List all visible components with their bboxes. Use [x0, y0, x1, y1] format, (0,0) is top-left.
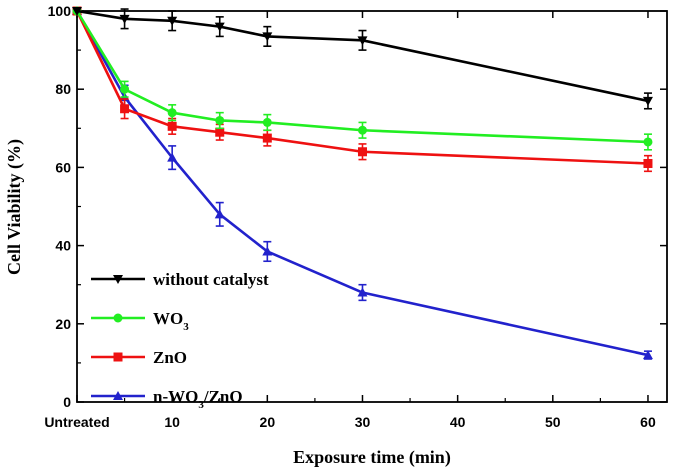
legend-label-subscript: 3 [198, 399, 204, 411]
legend-label: WO3 [153, 309, 189, 333]
legend-item: without catalyst [91, 270, 269, 289]
data-point [357, 36, 368, 46]
data-point [120, 104, 130, 114]
legend-label-main: without catalyst [153, 270, 269, 289]
x-tick-label: 30 [355, 414, 371, 430]
legend-item: WO3 [91, 309, 189, 333]
legend-marker [113, 391, 123, 400]
legend-label-subscript: 3 [183, 321, 189, 333]
legend-label-main: ZnO [153, 348, 187, 367]
series-1 [72, 6, 653, 151]
legend-marker [113, 313, 123, 323]
x-tick-label: 60 [640, 414, 656, 430]
legend-label: without catalyst [153, 270, 269, 289]
legend-label-main: n-WO [153, 387, 198, 406]
legend-label-main: WO [153, 309, 183, 328]
series-layer [72, 6, 653, 360]
y-tick-label: 60 [55, 159, 71, 175]
data-point [214, 209, 225, 219]
data-point [357, 125, 367, 135]
y-tick-label: 100 [48, 3, 72, 19]
data-point [215, 115, 225, 125]
legend-label: ZnO [153, 348, 187, 367]
data-point [357, 147, 367, 157]
data-point [167, 152, 178, 162]
data-point [119, 14, 130, 24]
x-axis-ticks: Untreated 10 20 30 40 50 60 [44, 11, 656, 430]
y-tick-label: 40 [55, 238, 71, 254]
data-point [167, 108, 177, 118]
y-axis-title: Cell Viability (%) [4, 139, 25, 275]
data-point [120, 84, 130, 94]
data-point [214, 22, 225, 32]
data-point [262, 246, 273, 256]
legend-item: n-WO3/ZnO [91, 387, 243, 411]
x-tick-label: 10 [164, 414, 180, 430]
series-3 [72, 6, 653, 360]
plot-frame [76, 10, 668, 403]
y-axis-ticks: 0 20 40 60 80 100 [48, 3, 667, 410]
legend-label-tail: /ZnO [203, 387, 243, 406]
y-tick-label: 80 [55, 81, 71, 97]
legend-label: n-WO3/ZnO [153, 387, 243, 411]
legend-marker [113, 275, 123, 284]
x-tick-label: 40 [450, 414, 466, 430]
y-tick-label: 20 [55, 316, 71, 332]
x-tick-label: 50 [545, 414, 561, 430]
data-point [215, 127, 225, 137]
legend-item: ZnO [91, 348, 187, 367]
x-tick-label: Untreated [44, 414, 109, 430]
data-point [262, 117, 272, 127]
data-point [643, 137, 653, 147]
data-point [642, 350, 653, 360]
data-point [167, 16, 178, 26]
legend-marker [113, 352, 123, 362]
data-point [167, 121, 177, 131]
x-axis-title: Exposure time (min) [293, 447, 451, 468]
series-0 [72, 7, 653, 110]
data-point [643, 158, 653, 168]
data-point [262, 133, 272, 143]
series-line [75, 10, 649, 357]
data-point [72, 7, 82, 16]
data-point [357, 287, 368, 297]
y-tick-label: 0 [63, 394, 71, 410]
series-line [76, 9, 649, 103]
x-tick-label: 20 [260, 414, 276, 430]
data-point [642, 96, 653, 106]
data-point [262, 32, 273, 42]
